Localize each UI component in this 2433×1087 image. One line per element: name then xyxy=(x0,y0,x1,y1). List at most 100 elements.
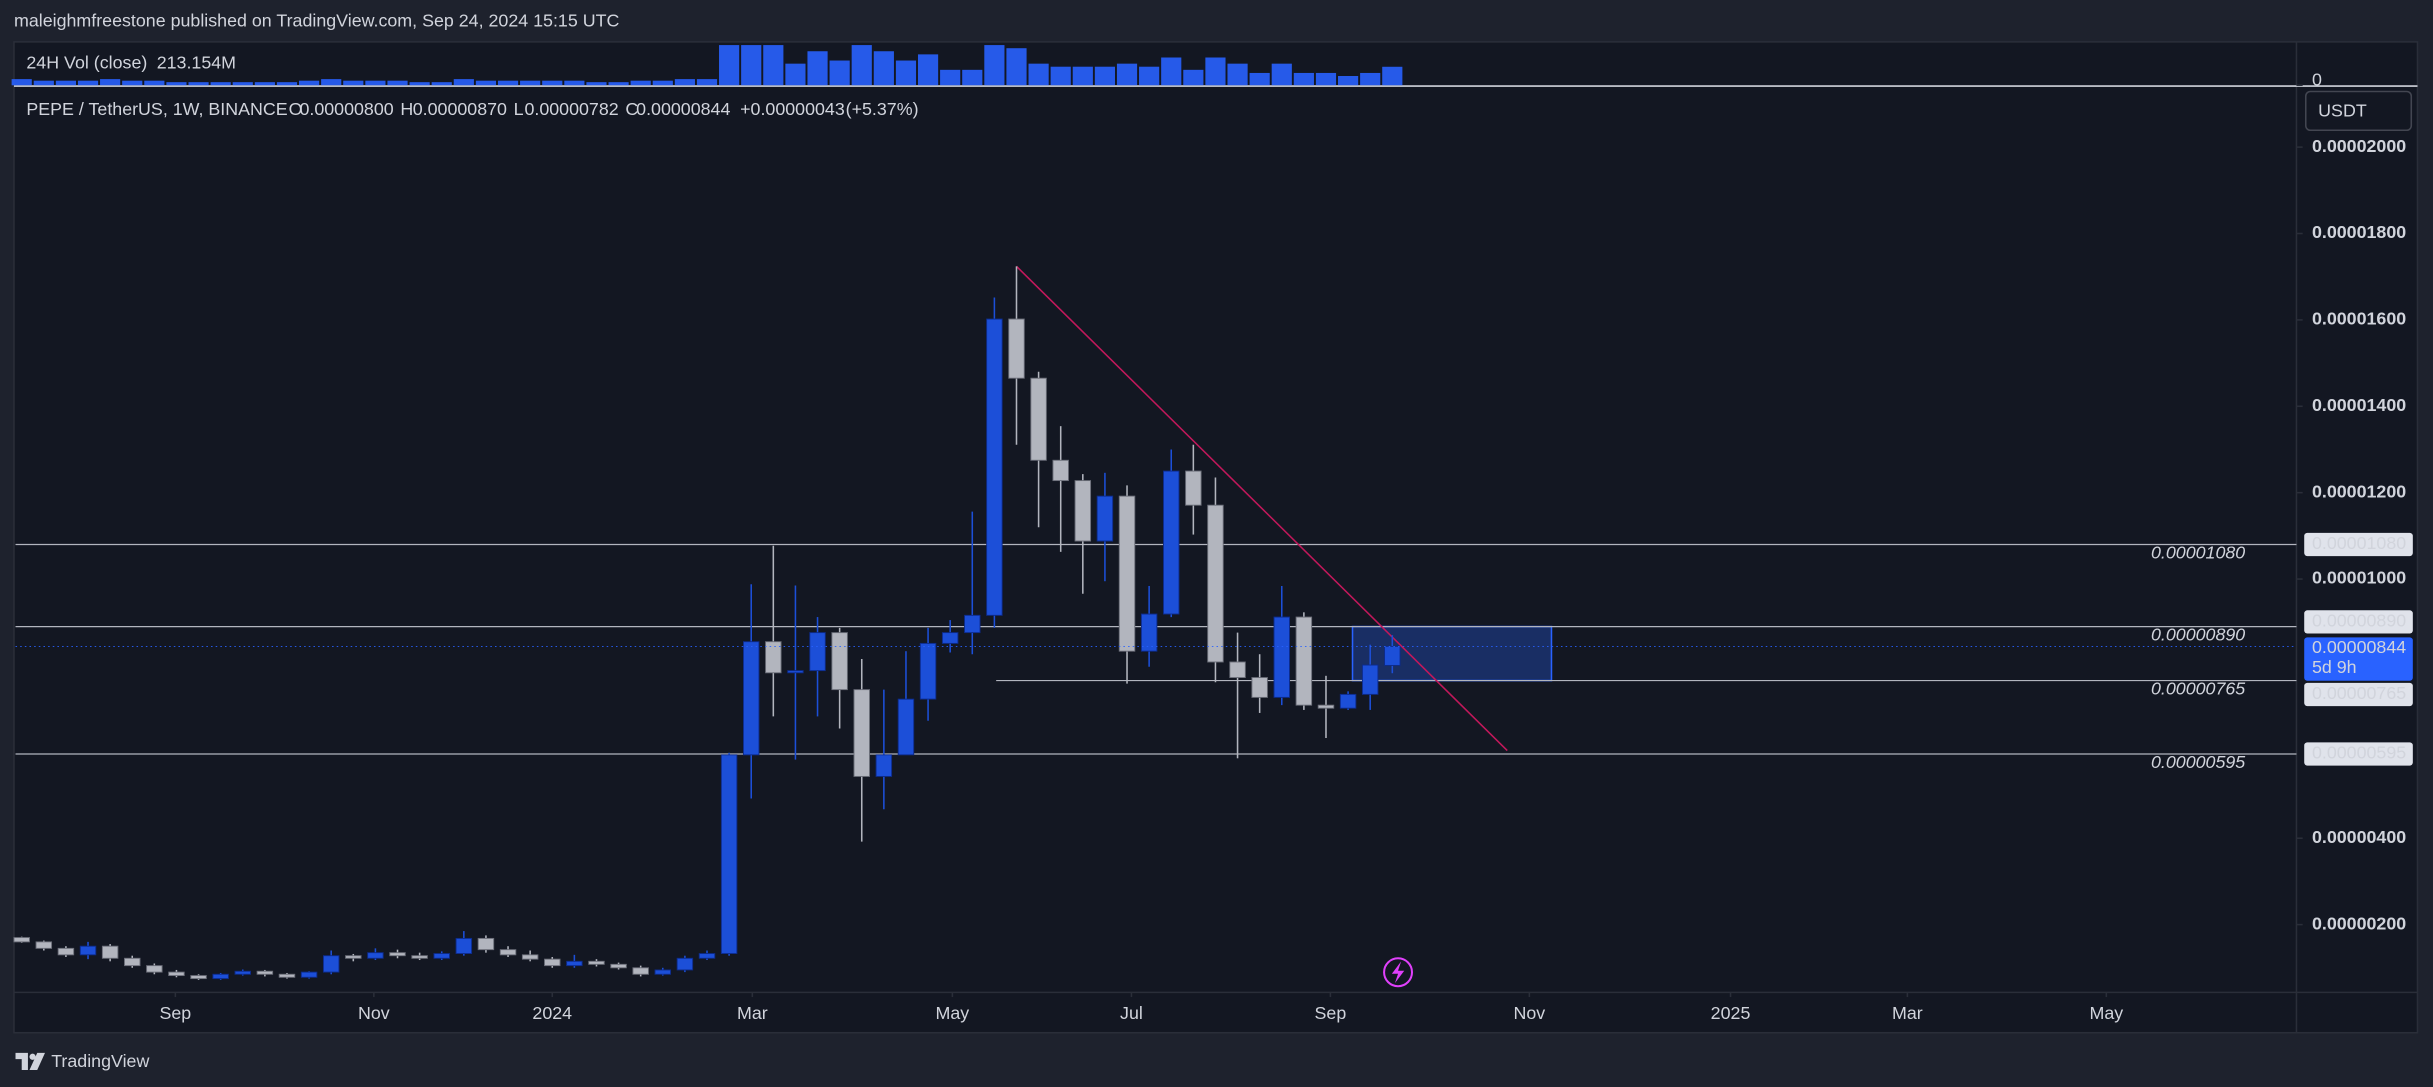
y-tick-label: 0.00001400 xyxy=(2312,395,2406,415)
volume-bar xyxy=(1205,57,1226,86)
volume-bar xyxy=(763,45,784,86)
candle xyxy=(1008,266,1025,445)
volume-bar xyxy=(210,82,231,86)
logo-mark xyxy=(15,1052,28,1070)
candle-body xyxy=(433,953,450,959)
candle xyxy=(1273,585,1290,706)
candle-body xyxy=(1118,495,1136,652)
candle-body xyxy=(765,641,782,674)
candle-body xyxy=(986,318,1003,616)
volume-legend-name: 24H Vol (close) xyxy=(26,52,147,72)
volume-bar xyxy=(1315,72,1337,86)
x-tick-label: Mar xyxy=(737,1003,768,1023)
candle xyxy=(1140,585,1158,667)
alert-icon[interactable] xyxy=(1383,957,1414,988)
logo-mark xyxy=(29,1052,45,1070)
y-tick-label: 0.00001000 xyxy=(2312,568,2406,588)
x-tick-label: Sep xyxy=(1315,1003,1347,1023)
volume-bar xyxy=(674,79,695,86)
volume-bar xyxy=(1028,63,1049,86)
volume-bar xyxy=(940,69,961,86)
currency-label[interactable]: USDT xyxy=(2318,100,2367,120)
volume-bar xyxy=(1382,66,1403,86)
y-tick-label: 0.00002000 xyxy=(2312,136,2406,156)
candle-body xyxy=(787,670,804,674)
volume-bar xyxy=(276,82,298,86)
candle-body xyxy=(897,698,915,756)
volume-bar xyxy=(1271,63,1292,86)
volume-bar xyxy=(1249,72,1270,86)
candle xyxy=(367,948,384,961)
alert-icon-ring[interactable] xyxy=(1383,957,1414,988)
volume-value-label: 213.154M xyxy=(157,52,236,72)
volume-bar xyxy=(1116,63,1138,86)
candle xyxy=(278,972,296,979)
candle-body xyxy=(1361,664,1379,695)
candle xyxy=(411,952,428,961)
x-tick-label: May xyxy=(2089,1003,2123,1023)
candle xyxy=(919,627,937,721)
candle xyxy=(742,584,760,799)
volume-bar xyxy=(851,45,872,86)
legend-change-percent: (+5.37%) xyxy=(846,99,919,119)
candle-body xyxy=(720,754,738,955)
volume-tick-label: 0 xyxy=(2312,69,2322,89)
legend-key: L xyxy=(514,99,524,119)
candle-body xyxy=(1207,504,1224,663)
candle-body xyxy=(566,960,583,967)
volume-bar xyxy=(807,51,828,86)
alert-icon-bolt[interactable] xyxy=(1391,961,1405,984)
candle xyxy=(322,950,340,975)
volume-bar xyxy=(1293,72,1314,86)
trendline xyxy=(1015,265,1508,752)
candle-body xyxy=(521,954,539,960)
currency-button[interactable] xyxy=(2304,90,2413,132)
candle xyxy=(57,946,75,957)
footer-brand: TradingView xyxy=(51,1051,149,1071)
countdown-label: 5d 9h xyxy=(2312,657,2357,677)
candle-body xyxy=(1074,480,1092,542)
symbol-title: PEPE / TetherUS, 1W, BINANCE xyxy=(26,99,287,119)
candle xyxy=(897,651,915,756)
candle-body xyxy=(941,632,959,644)
candle xyxy=(1339,691,1357,710)
candle-body xyxy=(1008,318,1025,379)
candle xyxy=(698,950,716,961)
candle xyxy=(831,627,848,729)
candle xyxy=(101,944,119,962)
candle xyxy=(588,959,605,967)
candle xyxy=(477,935,495,953)
candle-body xyxy=(345,955,362,959)
volume-bar xyxy=(520,80,541,86)
candle-body xyxy=(1229,661,1246,679)
candle-body xyxy=(190,975,207,980)
candle-body xyxy=(367,952,384,959)
volume-bar xyxy=(1050,66,1071,86)
candle xyxy=(35,940,53,951)
horizontal-line-label: 0.00000765 xyxy=(2151,679,2245,699)
candle xyxy=(300,971,318,979)
candle xyxy=(544,956,561,968)
volume-bar xyxy=(232,82,253,86)
legend-key: H xyxy=(400,99,413,119)
volume-bar xyxy=(608,82,629,86)
x-tick-label: Jul xyxy=(1120,1003,1143,1023)
price-label: 0.00000595 xyxy=(2312,743,2406,763)
candle xyxy=(787,585,804,760)
volume-bar xyxy=(696,79,718,86)
candle-body xyxy=(742,641,760,756)
price-label-box xyxy=(2304,682,2413,707)
volume-bar xyxy=(55,80,77,86)
volume-bar xyxy=(100,79,121,86)
candle xyxy=(720,752,738,956)
candle-body xyxy=(544,958,561,967)
zone xyxy=(1351,625,1553,682)
candle xyxy=(986,297,1003,628)
candle-body xyxy=(610,963,627,969)
volume-bar xyxy=(1139,66,1160,86)
last-price-label: 0.00000844 xyxy=(2312,637,2406,657)
candle-body xyxy=(654,969,672,975)
legend-value: 0.00000782 xyxy=(524,99,618,119)
candle xyxy=(1074,474,1092,594)
candle xyxy=(610,962,627,970)
